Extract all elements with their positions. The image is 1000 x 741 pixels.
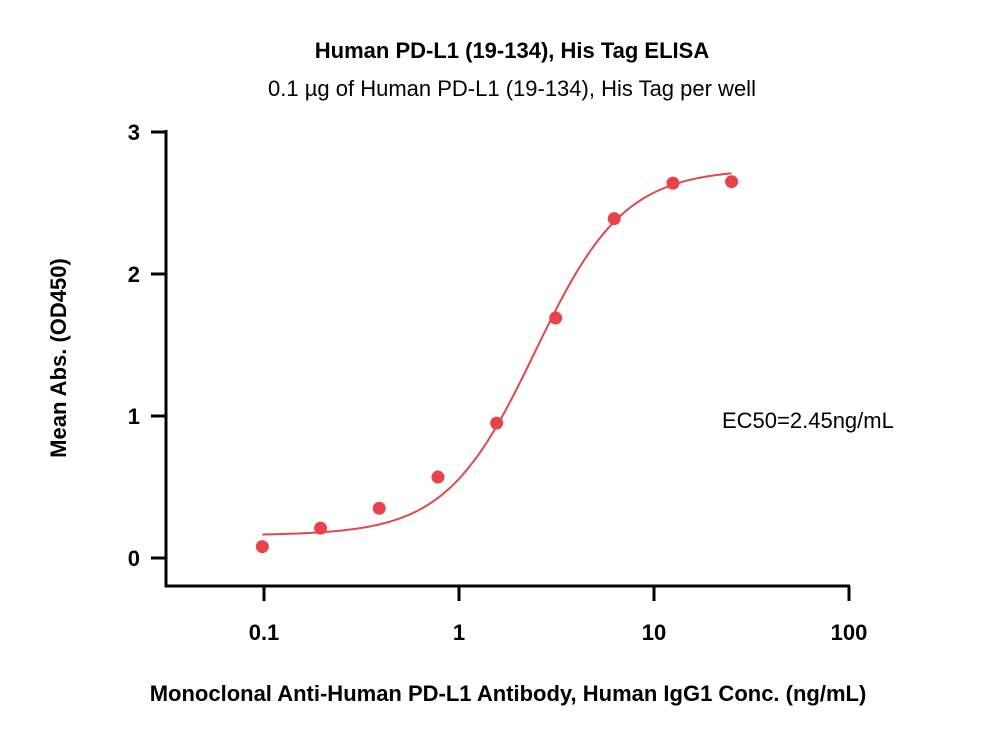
x-tick-label: 100 (831, 620, 868, 645)
data-point (431, 470, 445, 484)
data-point (549, 311, 563, 325)
x-tick-label: 1 (453, 620, 465, 645)
y-tick-label: 2 (128, 262, 140, 287)
y-tick-label: 3 (128, 120, 140, 145)
y-ticks: 0 1 2 3 (128, 120, 166, 571)
data-point (372, 501, 386, 515)
ec50-annotation: EC50=2.45ng/mL (722, 408, 894, 433)
data-point (314, 521, 328, 535)
chart-subtitle: 0.1 µg of Human PD-L1 (19-134), His Tag … (268, 76, 756, 101)
x-tick-label: 10 (642, 620, 666, 645)
y-tick-label: 0 (128, 546, 140, 571)
data-point (490, 416, 504, 430)
chart-title: Human PD-L1 (19-134), His Tag ELISA (315, 38, 710, 63)
y-tick-label: 1 (128, 404, 140, 429)
x-ticks: 0.1 1 10 100 (249, 586, 868, 645)
y-axis-title: Mean Abs. (OD450) (46, 258, 71, 458)
data-point (725, 175, 739, 189)
x-axis-title: Monoclonal Anti-Human PD-L1 Antibody, Hu… (150, 681, 867, 706)
data-points (255, 175, 739, 554)
data-point (607, 212, 621, 226)
data-point (255, 540, 269, 554)
x-tick-label: 0.1 (249, 620, 280, 645)
fit-curve (262, 172, 732, 536)
axes (164, 130, 850, 588)
data-point (666, 176, 680, 190)
